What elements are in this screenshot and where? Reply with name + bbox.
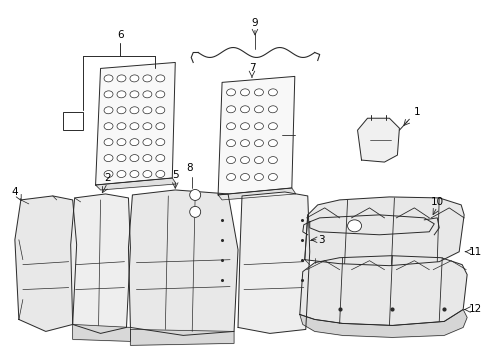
Polygon shape (238, 192, 309, 333)
Ellipse shape (226, 140, 235, 147)
Ellipse shape (254, 89, 263, 96)
Ellipse shape (226, 157, 235, 163)
Ellipse shape (130, 107, 139, 114)
Ellipse shape (226, 106, 235, 113)
Ellipse shape (347, 220, 361, 232)
Ellipse shape (130, 171, 139, 177)
Polygon shape (299, 256, 466, 325)
Ellipse shape (268, 106, 277, 113)
Polygon shape (130, 329, 234, 345)
Polygon shape (128, 190, 238, 336)
Ellipse shape (130, 154, 139, 162)
Ellipse shape (156, 91, 164, 98)
Ellipse shape (142, 171, 152, 177)
Text: 4: 4 (12, 187, 18, 197)
Ellipse shape (130, 139, 139, 146)
Text: 1: 1 (413, 107, 420, 117)
Polygon shape (95, 178, 176, 190)
Ellipse shape (117, 75, 126, 82)
Polygon shape (304, 197, 463, 266)
Polygon shape (357, 118, 399, 162)
Ellipse shape (142, 91, 152, 98)
Ellipse shape (142, 75, 152, 82)
Polygon shape (309, 215, 433, 235)
Polygon shape (73, 324, 130, 341)
Polygon shape (218, 188, 295, 200)
Ellipse shape (226, 123, 235, 130)
Ellipse shape (156, 154, 164, 162)
Text: 12: 12 (468, 305, 481, 315)
Ellipse shape (254, 140, 263, 147)
Ellipse shape (104, 91, 113, 98)
Ellipse shape (142, 139, 152, 146)
Ellipse shape (156, 75, 164, 82)
Ellipse shape (142, 123, 152, 130)
FancyBboxPatch shape (62, 112, 82, 130)
Ellipse shape (156, 171, 164, 177)
Ellipse shape (104, 107, 113, 114)
Ellipse shape (226, 89, 235, 96)
Ellipse shape (240, 140, 249, 147)
Ellipse shape (142, 107, 152, 114)
Ellipse shape (142, 154, 152, 162)
Ellipse shape (104, 171, 113, 177)
Ellipse shape (117, 123, 126, 130)
Ellipse shape (130, 75, 139, 82)
Ellipse shape (117, 154, 126, 162)
Ellipse shape (240, 157, 249, 163)
Ellipse shape (268, 157, 277, 163)
Polygon shape (15, 196, 77, 332)
Text: 11: 11 (468, 247, 481, 257)
Ellipse shape (117, 171, 126, 177)
Polygon shape (299, 310, 466, 337)
Text: 5: 5 (172, 170, 178, 180)
Ellipse shape (254, 123, 263, 130)
Ellipse shape (156, 107, 164, 114)
Ellipse shape (117, 91, 126, 98)
Ellipse shape (254, 106, 263, 113)
Ellipse shape (189, 189, 200, 201)
Text: 10: 10 (430, 197, 443, 207)
Ellipse shape (254, 157, 263, 163)
Ellipse shape (117, 107, 126, 114)
Polygon shape (218, 76, 294, 195)
Text: 9: 9 (251, 18, 258, 28)
Polygon shape (71, 194, 130, 333)
Text: 7: 7 (248, 63, 255, 73)
Text: 8: 8 (185, 163, 192, 173)
Ellipse shape (104, 154, 113, 162)
Ellipse shape (268, 174, 277, 180)
Ellipse shape (268, 89, 277, 96)
Ellipse shape (268, 140, 277, 147)
Ellipse shape (240, 123, 249, 130)
Polygon shape (95, 62, 175, 185)
Ellipse shape (104, 75, 113, 82)
Text: 6: 6 (117, 30, 123, 40)
Ellipse shape (189, 206, 200, 217)
Ellipse shape (240, 106, 249, 113)
Ellipse shape (130, 91, 139, 98)
Ellipse shape (117, 139, 126, 146)
Ellipse shape (156, 123, 164, 130)
Ellipse shape (156, 139, 164, 146)
Text: 2: 2 (104, 173, 111, 183)
Ellipse shape (254, 174, 263, 180)
Ellipse shape (226, 174, 235, 180)
Ellipse shape (268, 123, 277, 130)
Text: 3: 3 (318, 235, 325, 245)
Ellipse shape (240, 89, 249, 96)
Ellipse shape (240, 174, 249, 180)
Ellipse shape (104, 139, 113, 146)
Ellipse shape (104, 123, 113, 130)
Ellipse shape (130, 123, 139, 130)
